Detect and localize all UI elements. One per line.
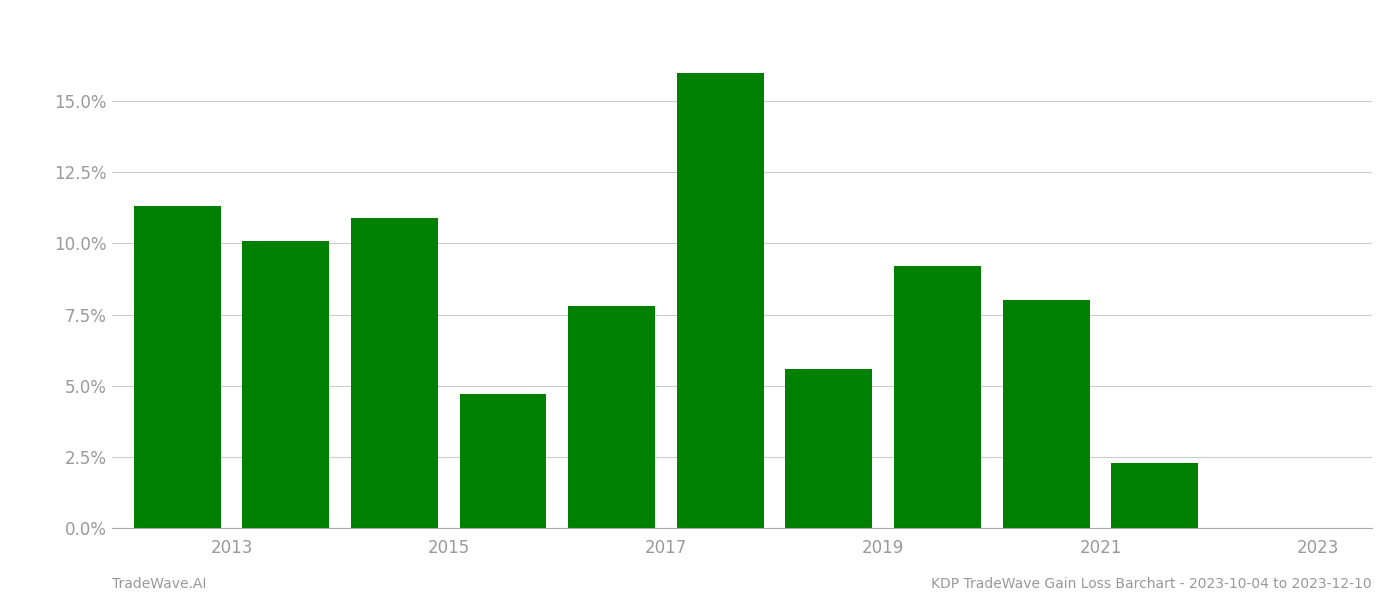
Bar xyxy=(785,368,872,528)
Text: KDP TradeWave Gain Loss Barchart - 2023-10-04 to 2023-12-10: KDP TradeWave Gain Loss Barchart - 2023-… xyxy=(931,577,1372,591)
Bar xyxy=(1112,463,1198,528)
Text: TradeWave.AI: TradeWave.AI xyxy=(112,577,206,591)
Bar xyxy=(568,306,655,528)
Bar xyxy=(676,73,764,528)
Bar xyxy=(1002,301,1089,528)
Bar xyxy=(351,218,438,528)
Bar xyxy=(242,241,329,528)
Bar xyxy=(895,266,981,528)
Bar xyxy=(459,394,546,528)
Bar xyxy=(134,206,221,528)
